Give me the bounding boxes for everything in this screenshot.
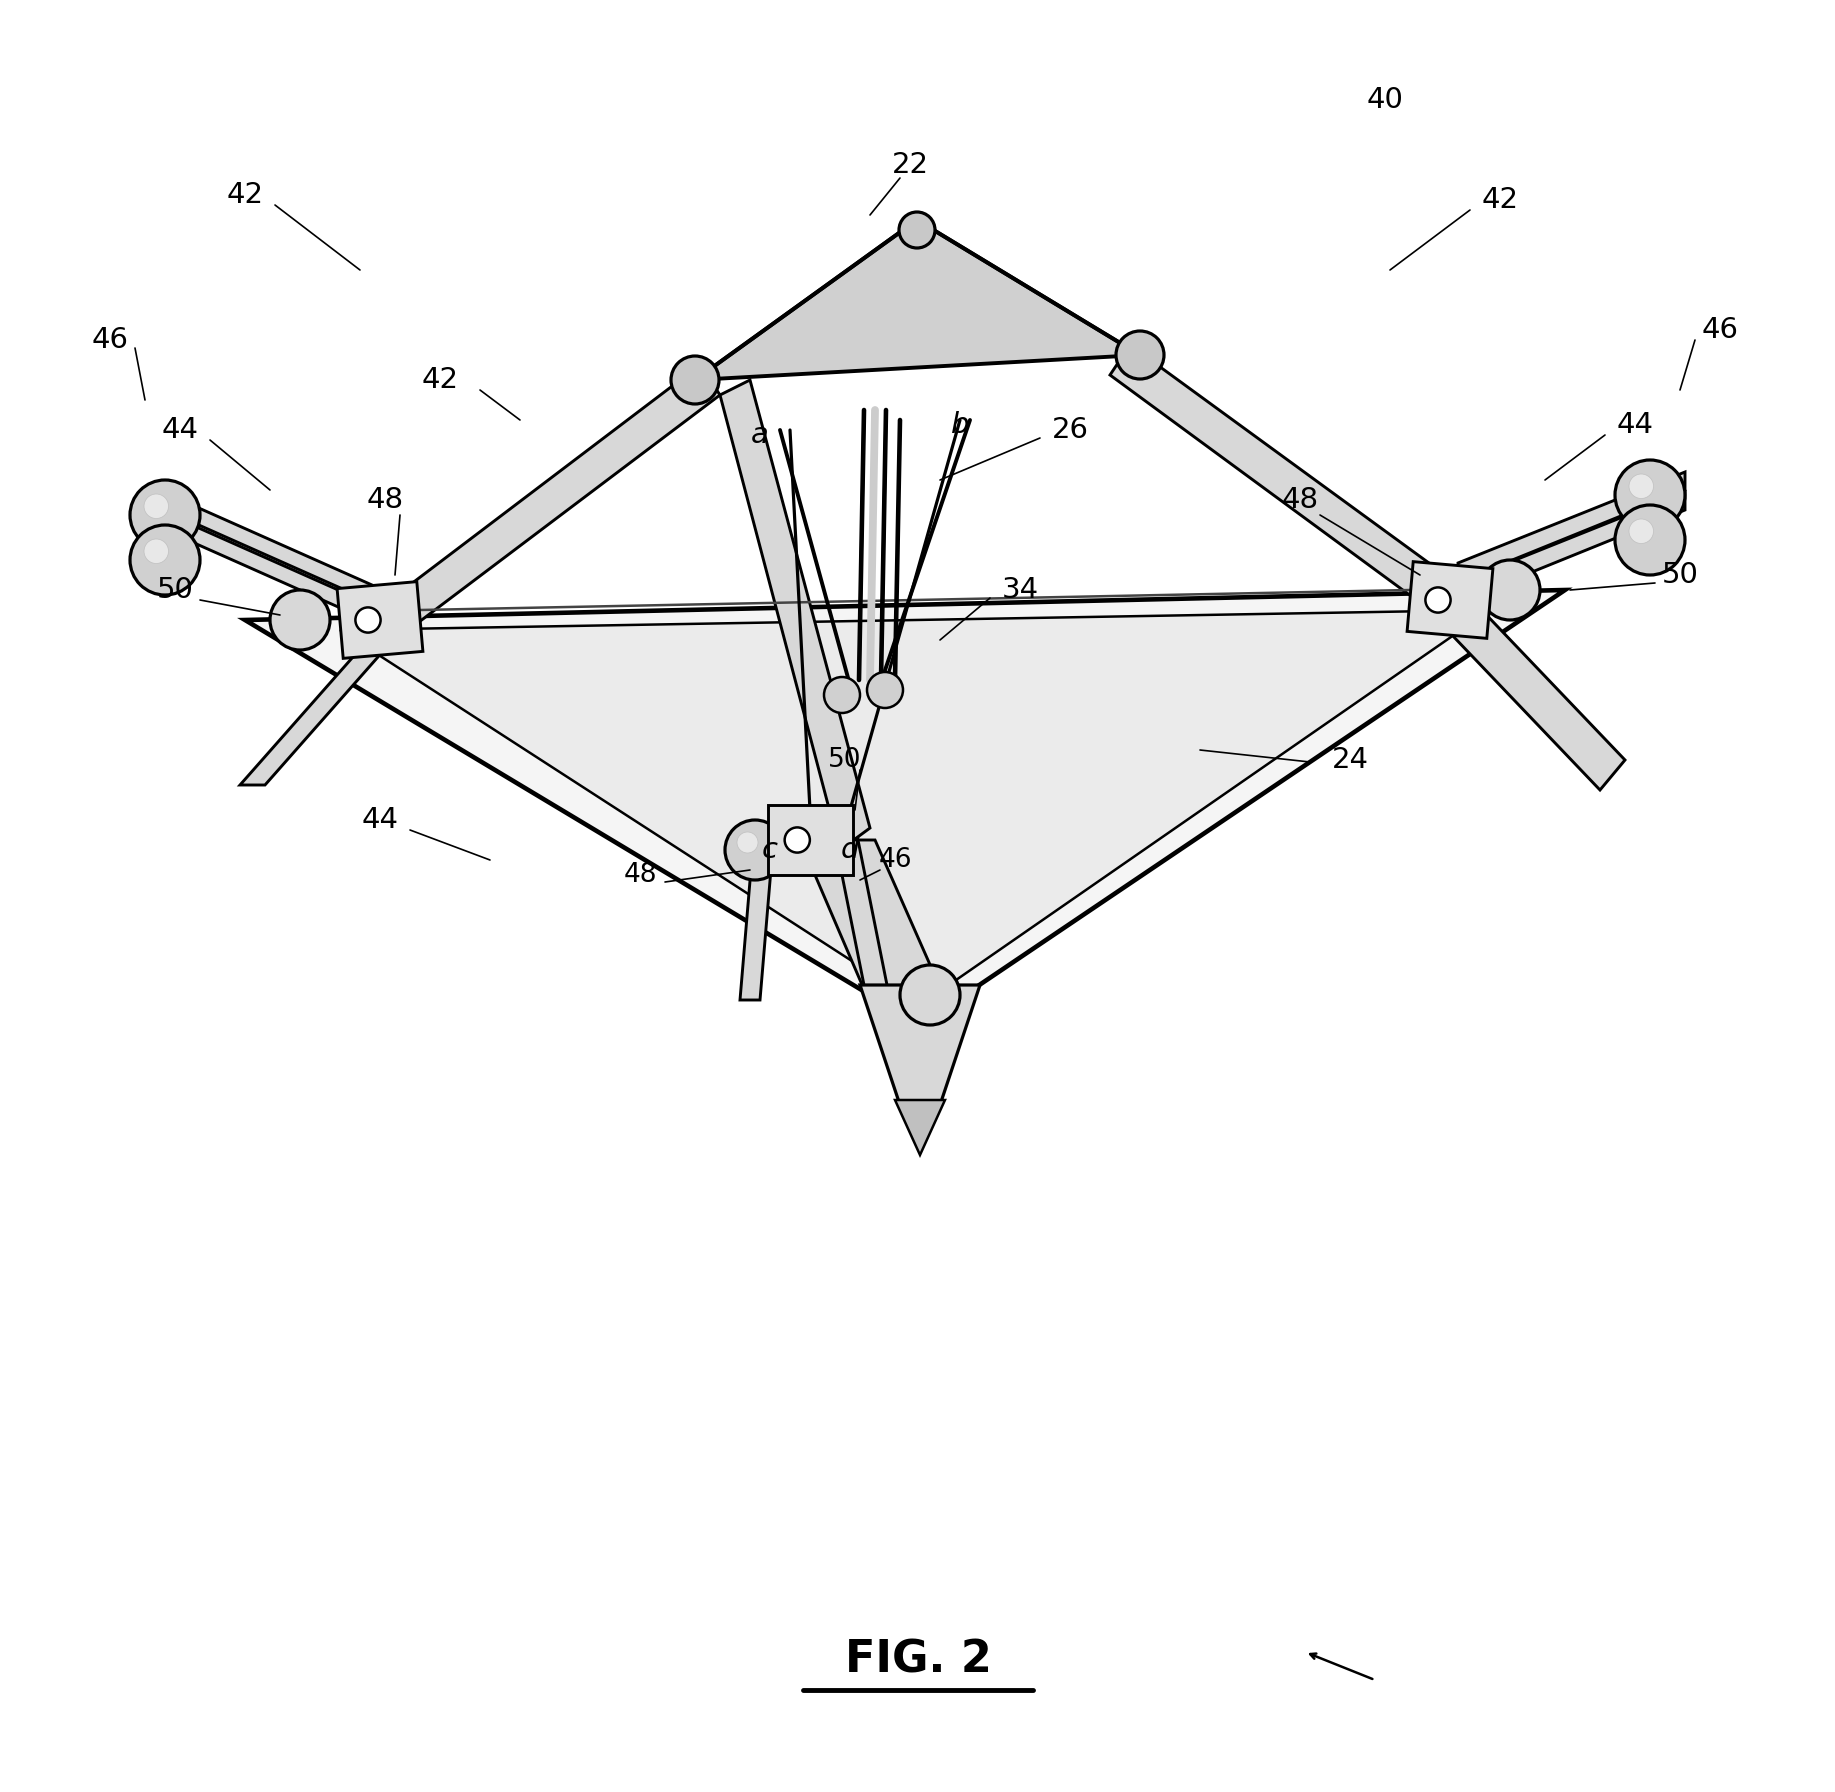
Circle shape (1615, 505, 1685, 575)
Text: b: b (951, 410, 969, 439)
Polygon shape (767, 805, 853, 874)
Circle shape (1629, 520, 1653, 543)
Text: 42: 42 (226, 181, 264, 210)
Text: 48: 48 (367, 486, 404, 514)
Circle shape (1615, 461, 1685, 530)
Polygon shape (740, 846, 773, 1000)
Circle shape (785, 828, 809, 853)
Polygon shape (240, 615, 415, 785)
Circle shape (899, 211, 936, 247)
Polygon shape (861, 986, 980, 1106)
Text: 44: 44 (361, 806, 398, 833)
Polygon shape (1459, 471, 1685, 582)
Circle shape (130, 525, 200, 595)
Circle shape (725, 821, 785, 880)
Text: 50: 50 (1661, 561, 1699, 590)
Text: d: d (840, 837, 859, 864)
Polygon shape (1407, 561, 1494, 638)
Polygon shape (338, 582, 422, 658)
Text: 48: 48 (1281, 486, 1319, 514)
Text: 44: 44 (161, 416, 198, 444)
Text: 46: 46 (92, 326, 128, 355)
Polygon shape (1459, 493, 1685, 602)
Polygon shape (165, 493, 391, 609)
Text: 34: 34 (1002, 575, 1039, 604)
Circle shape (1481, 559, 1540, 620)
Circle shape (130, 480, 200, 550)
Text: 24: 24 (1332, 745, 1369, 774)
Circle shape (899, 966, 960, 1025)
Polygon shape (695, 220, 1140, 380)
Text: 46: 46 (1701, 315, 1738, 344)
Text: a: a (751, 421, 769, 450)
Circle shape (1116, 332, 1163, 378)
Text: 50: 50 (828, 747, 862, 772)
Circle shape (1426, 588, 1451, 613)
Polygon shape (246, 590, 1565, 1025)
Text: FIG. 2: FIG. 2 (844, 1638, 991, 1681)
Text: 42: 42 (1481, 186, 1519, 213)
Text: 40: 40 (1367, 86, 1404, 115)
Text: 26: 26 (1051, 416, 1088, 444)
Text: 22: 22 (892, 151, 929, 179)
Polygon shape (895, 1100, 945, 1156)
Polygon shape (719, 380, 870, 849)
Text: 48: 48 (624, 862, 657, 889)
Polygon shape (165, 513, 391, 631)
Polygon shape (1110, 346, 1455, 609)
Polygon shape (339, 609, 1490, 1005)
Polygon shape (800, 840, 951, 1014)
Circle shape (143, 539, 169, 563)
Circle shape (143, 495, 169, 518)
Text: 46: 46 (879, 848, 912, 873)
Polygon shape (391, 366, 719, 625)
Text: 50: 50 (156, 575, 193, 604)
Circle shape (738, 831, 758, 853)
Circle shape (270, 590, 330, 650)
Circle shape (672, 357, 719, 403)
Polygon shape (1429, 582, 1626, 790)
Text: 44: 44 (1617, 410, 1653, 439)
Text: c: c (762, 837, 778, 864)
Circle shape (356, 607, 380, 633)
Circle shape (866, 672, 903, 708)
Circle shape (824, 677, 861, 713)
Text: 42: 42 (422, 366, 459, 394)
Polygon shape (835, 840, 890, 1000)
Circle shape (1629, 475, 1653, 498)
